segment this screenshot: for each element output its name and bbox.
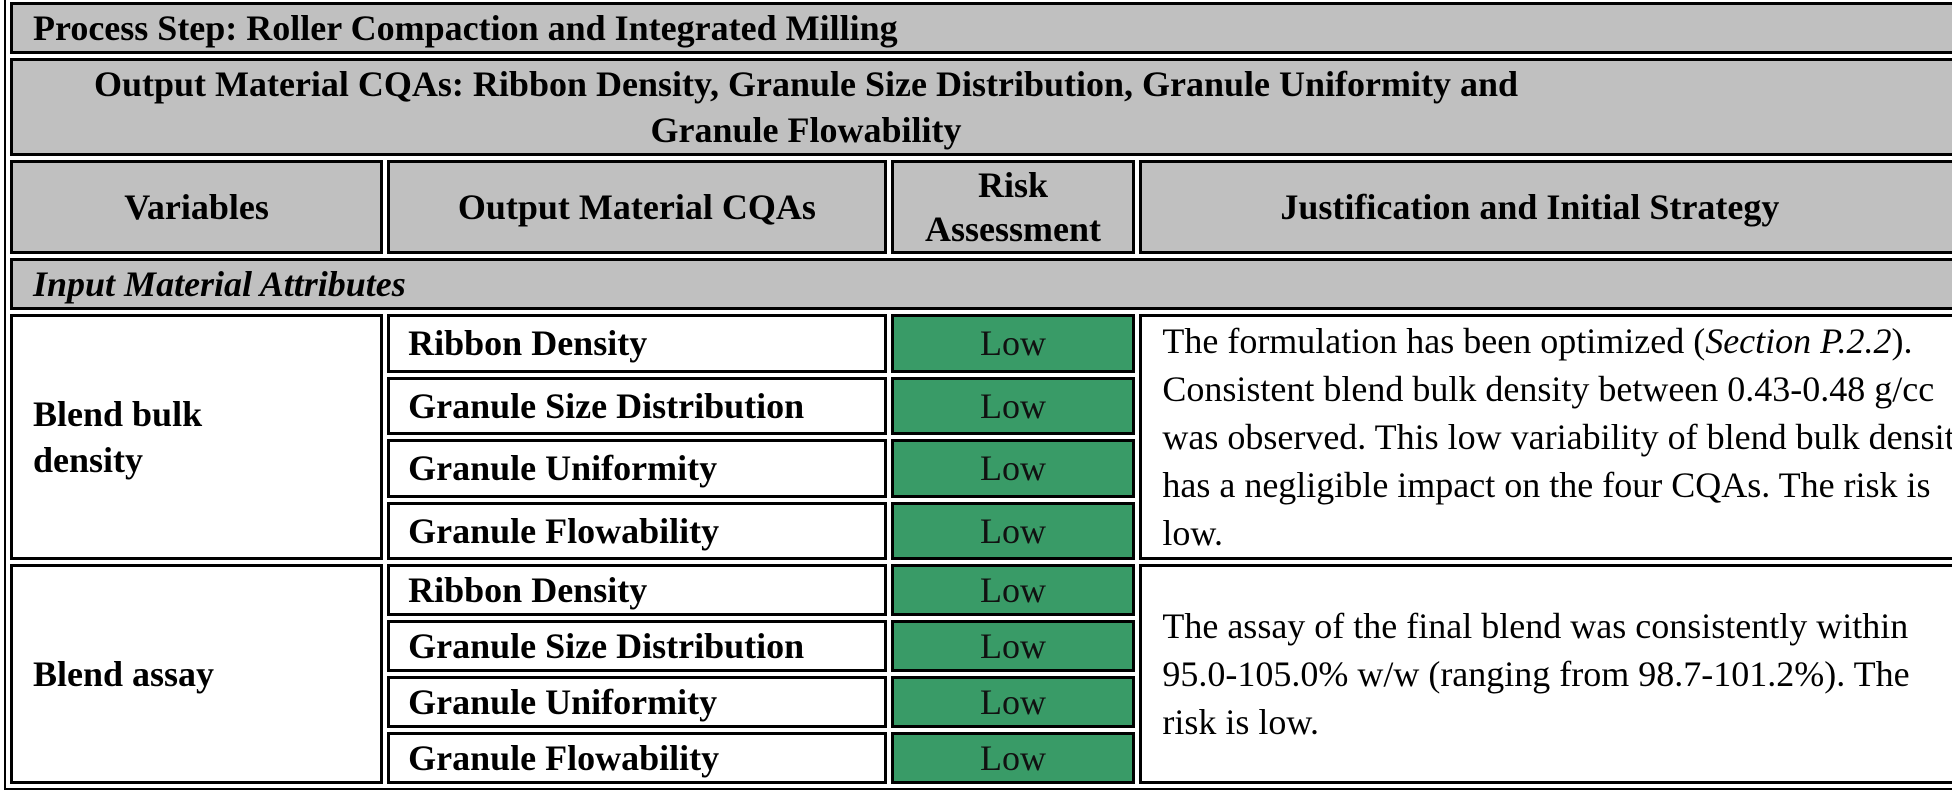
cqa-cell: Granule Uniformity: [387, 676, 887, 728]
justification-text: ). Consistent blend bulk density between…: [1162, 321, 1952, 553]
header-cqas: Output Material CQAs: [387, 160, 887, 254]
cqa-cell: Ribbon Density: [387, 564, 887, 616]
cqa-cell: Ribbon Density: [387, 314, 887, 373]
risk-badge: Low: [890, 501, 1136, 560]
justification-text: The formulation has been optimized (: [1162, 321, 1706, 361]
section-reference: Section P.2.2: [1705, 321, 1892, 361]
header-variables: Variables: [10, 160, 384, 254]
cqa-cell: Granule Flowability: [387, 501, 887, 560]
risk-badge: Low: [890, 732, 1136, 784]
justification-blend-assay: The assay of the final blend was consist…: [1139, 564, 1952, 784]
header-justification: Justification and Initial Strategy: [1139, 160, 1952, 254]
process-step-title: Process Step: Roller Compaction and Inte…: [10, 2, 1952, 54]
risk-badge: Low: [890, 314, 1136, 373]
cqa-cell: Granule Uniformity: [387, 439, 887, 498]
variable-blend-assay: Blend assay: [10, 564, 384, 784]
risk-badge: Low: [890, 620, 1136, 672]
cqa-cell: Granule Flowability: [387, 732, 887, 784]
risk-badge: Low: [890, 439, 1136, 498]
risk-badge: Low: [890, 376, 1136, 435]
cqa-cell: Granule Size Distribution: [387, 376, 887, 435]
header-risk: Risk Assessment: [890, 160, 1136, 254]
section-input-material-attributes: Input Material Attributes: [10, 258, 1952, 310]
risk-badge: Low: [890, 564, 1136, 616]
justification-blend-bulk-density: The formulation has been optimized (Sect…: [1139, 314, 1952, 560]
cqa-cell: Granule Size Distribution: [387, 620, 887, 672]
output-cqas-title: Output Material CQAs: Ribbon Density, Gr…: [10, 58, 1952, 156]
risk-badge: Low: [890, 676, 1136, 728]
variable-blend-bulk-density: Blend bulk density: [10, 314, 384, 560]
risk-assessment-table: Process Step: Roller Compaction and Inte…: [4, 0, 1952, 790]
